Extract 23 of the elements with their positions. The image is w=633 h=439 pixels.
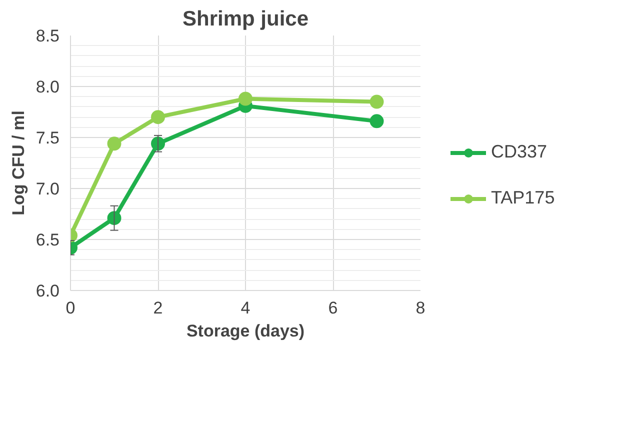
x-tick-label: 8: [416, 298, 426, 318]
chart-title: Shrimp juice: [182, 8, 309, 30]
point: [238, 92, 252, 106]
x-tick-label: 4: [240, 298, 250, 318]
x-axis-title: Storage (days): [186, 322, 305, 340]
y-axis-title: Log CFU / ml: [8, 110, 28, 216]
point: [107, 136, 122, 151]
x-tick-label: 2: [153, 298, 163, 318]
y-tick-label: 6.5: [36, 230, 60, 250]
y-tick-label: 7.0: [36, 180, 60, 198]
point: [151, 136, 165, 151]
point: [151, 110, 165, 124]
legend-label: CD337: [491, 142, 548, 162]
x-tick-label: 6: [328, 298, 338, 318]
point: [370, 114, 384, 128]
y-tick-label: 7.5: [36, 128, 60, 148]
y-tick-label: 8.0: [36, 78, 60, 96]
y-tick-label: 8.5: [36, 26, 60, 46]
point: [107, 211, 122, 226]
point: [370, 94, 384, 109]
y-tick-label: 6.0: [36, 282, 60, 300]
x-tick-label: 0: [66, 298, 76, 318]
legend-label: TAP175: [491, 188, 555, 208]
